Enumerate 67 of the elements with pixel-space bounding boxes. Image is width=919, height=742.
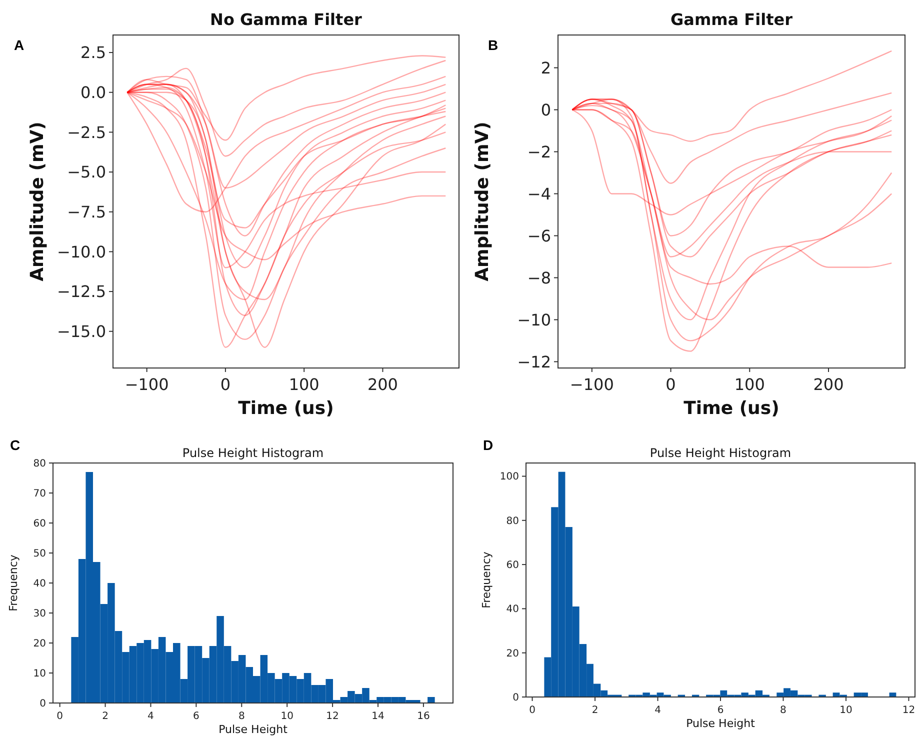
x-tick-label: 4 (148, 711, 154, 722)
y-tick-label: −12.5 (56, 282, 106, 302)
x-tick-label: 8 (238, 711, 245, 722)
y-tick-label: −15.0 (56, 322, 106, 341)
y-tick-label: −2.5 (67, 122, 106, 142)
x-axis-title: Time (us) (238, 398, 334, 419)
x-tick-label: 14 (372, 711, 384, 722)
chart-title: Pulse Height Histogram (650, 446, 792, 460)
y-tick-label: −2 (527, 142, 551, 162)
y-tick-label: 20 (33, 638, 46, 650)
y-tick-label: −7.5 (67, 202, 106, 222)
y-tick-label: 50 (33, 548, 46, 560)
y-tick-label: 40 (33, 578, 46, 590)
y-tick-label: 40 (506, 604, 519, 616)
x-tick-label: 100 (288, 375, 320, 394)
x-tick-label: −100 (124, 375, 169, 394)
y-tick-label: −6 (527, 226, 551, 246)
y-tick-label: −10 (517, 310, 551, 330)
x-tick-label: 16 (417, 711, 430, 722)
x-tick-label: 2 (592, 705, 598, 716)
y-tick-label: −5.0 (67, 162, 106, 182)
y-tick-label: 30 (33, 608, 46, 620)
y-axis-title: Amplitude (mV) (472, 122, 493, 282)
y-axis-title: Frequency (480, 551, 493, 608)
x-tick-label: −100 (570, 375, 614, 394)
text: B (488, 37, 498, 53)
y-tick-label: 2 (540, 58, 551, 78)
y-tick-label: 70 (33, 488, 46, 500)
y-tick-label: 0 (540, 100, 551, 120)
x-tick-label: 4 (654, 705, 661, 716)
y-tick-label: −8 (527, 268, 551, 288)
x-axis-title: Time (us) (684, 398, 780, 419)
text: A (14, 37, 24, 53)
chart-title: Gamma Filter (670, 10, 793, 29)
y-axis-title: Frequency (7, 554, 20, 612)
text: C (10, 437, 20, 453)
x-tick-label: 12 (902, 705, 916, 716)
y-tick-label: 80 (506, 516, 519, 527)
y-tick-label: 0.0 (80, 82, 106, 102)
x-tick-label: 10 (840, 705, 852, 716)
y-tick-label: 100 (500, 472, 519, 483)
x-tick-label: 8 (780, 705, 786, 716)
x-tick-label: 10 (280, 711, 294, 722)
x-tick-label: 200 (367, 375, 398, 394)
chart-title: No Gamma Filter (210, 10, 362, 29)
x-tick-label: 200 (813, 375, 844, 394)
y-tick-label: 10 (33, 668, 46, 680)
x-axis-title: Pulse Height (218, 723, 288, 736)
x-tick-label: 6 (717, 705, 724, 716)
text: D (483, 437, 494, 453)
x-tick-label: 0 (220, 375, 231, 394)
y-tick-label: −4 (527, 184, 551, 204)
y-tick-label: 60 (506, 560, 519, 572)
y-tick-label: 2.5 (80, 43, 106, 62)
y-tick-label: 60 (33, 518, 46, 530)
y-tick-label: −10.0 (56, 242, 106, 262)
chart-title: Pulse Height Histogram (182, 446, 324, 460)
x-tick-label: 12 (326, 711, 339, 722)
x-tick-label: 6 (192, 711, 200, 722)
x-tick-label: 100 (734, 375, 765, 394)
y-tick-label: 80 (33, 458, 46, 470)
y-axis-title: Amplitude (mV) (27, 122, 48, 282)
y-tick-label: 0 (512, 692, 519, 704)
y-tick-label: 20 (506, 648, 519, 660)
x-axis-title: Pulse Height (686, 717, 756, 730)
y-tick-label: −12 (517, 352, 551, 372)
x-tick-label: 0 (666, 375, 676, 394)
